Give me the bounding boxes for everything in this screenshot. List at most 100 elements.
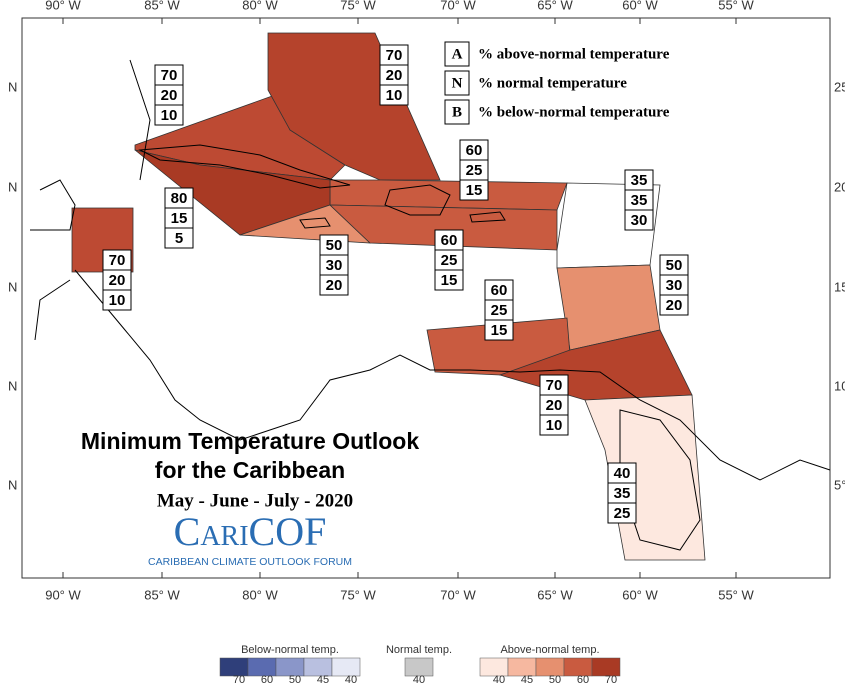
- scale-tick: 50: [289, 674, 301, 684]
- probability-box: [659, 294, 689, 316]
- probability-value: 35: [614, 485, 631, 502]
- outlook-region: [584, 394, 706, 561]
- lon-label-bottom: 70° W: [440, 587, 476, 602]
- probability-box: [154, 104, 184, 126]
- title: Minimum Temperature Outlook: [81, 428, 419, 454]
- coastlines: [30, 59, 831, 551]
- lon-label-top: 55° W: [718, 0, 754, 12]
- lat-label-right: 5°: [834, 477, 845, 492]
- probability-value: 15: [171, 210, 188, 227]
- probability-box: [379, 84, 409, 106]
- probability-value: 70: [546, 377, 563, 394]
- probability-value: 25: [614, 505, 631, 522]
- probability-value: 15: [441, 272, 458, 289]
- scale-swatch: [331, 657, 361, 677]
- scale-tick: 70: [233, 674, 245, 684]
- scale-swatch: [591, 657, 621, 677]
- probability-value: 25: [441, 252, 458, 269]
- probability-value: 35: [631, 192, 648, 209]
- probability-value: 50: [326, 237, 343, 254]
- probability-value: 60: [441, 232, 458, 249]
- probability-value: 60: [466, 142, 483, 159]
- legend-key-box: [444, 41, 470, 67]
- legend-text: % normal temperature: [478, 75, 627, 91]
- legend-key-box: [444, 99, 470, 125]
- scale-label: Normal temp.: [386, 644, 452, 656]
- probability-value: 30: [631, 212, 648, 229]
- lon-label-top: 60° W: [622, 0, 658, 12]
- lon-label-bottom: 90° W: [45, 587, 81, 602]
- probability-value: 5: [175, 230, 183, 247]
- probability-box: [319, 274, 349, 296]
- probability-value: 30: [326, 257, 343, 274]
- probability-value: 15: [491, 322, 508, 339]
- probability-box: [434, 269, 464, 291]
- scale-tick: 60: [577, 674, 589, 684]
- probability-value: 15: [466, 182, 483, 199]
- probability-value: 20: [666, 297, 683, 314]
- lon-label-bottom: 60° W: [622, 587, 658, 602]
- probability-box: [164, 227, 194, 249]
- lon-label-bottom: 55° W: [718, 587, 754, 602]
- lon-label-bottom: 75° W: [340, 587, 376, 602]
- logo-name: CariCOF: [174, 509, 327, 554]
- logo-tagline: CARIBBEAN CLIMATE OUTLOOK FORUM: [148, 556, 352, 568]
- lat-label-left: N: [8, 477, 17, 492]
- probability-value: 70: [386, 47, 403, 64]
- probability-box: [539, 414, 569, 436]
- probability-value: 20: [386, 67, 403, 84]
- scale-tick: 70: [605, 674, 617, 684]
- probability-value: 35: [631, 172, 648, 189]
- lon-label-top: 80° W: [242, 0, 278, 12]
- probability-value: 20: [326, 277, 343, 294]
- lat-label-left: N: [8, 179, 17, 194]
- lon-label-bottom: 85° W: [144, 587, 180, 602]
- scale-tick: 40: [493, 674, 505, 684]
- legend-key: B: [452, 104, 462, 120]
- title: for the Caribbean: [155, 457, 345, 483]
- probability-box: [624, 209, 654, 231]
- probability-value: 30: [666, 277, 683, 294]
- lon-label-top: 65° W: [537, 0, 573, 12]
- legend-key: N: [452, 75, 463, 91]
- scale-label: Below-normal temp.: [241, 644, 339, 656]
- lon-label-top: 85° W: [144, 0, 180, 12]
- probability-value: 40: [614, 465, 631, 482]
- probability-value: 10: [386, 87, 403, 104]
- probability-value: 60: [491, 282, 508, 299]
- lon-label-top: 70° W: [440, 0, 476, 12]
- probability-value: 25: [466, 162, 483, 179]
- legend-text: % above-normal temperature: [478, 46, 670, 62]
- period: May - June - July - 2020: [157, 490, 353, 511]
- probability-value: 80: [171, 190, 188, 207]
- lat-label-right: 10°: [834, 378, 845, 393]
- legend-text: % below-normal temperature: [478, 104, 670, 120]
- probability-value: 25: [491, 302, 508, 319]
- probability-value: 20: [161, 87, 178, 104]
- probability-value: 50: [666, 257, 683, 274]
- lat-label-left: N: [8, 79, 17, 94]
- lon-label-bottom: 80° W: [242, 587, 278, 602]
- lat-label-left: N: [8, 279, 17, 294]
- legend-key: A: [452, 46, 463, 62]
- lon-label-top: 75° W: [340, 0, 376, 12]
- scale-tick: 45: [317, 674, 329, 684]
- scale-tick: 40: [345, 674, 357, 684]
- probability-value: 70: [161, 67, 178, 84]
- scale-tick: 60: [261, 674, 273, 684]
- probability-box: [459, 179, 489, 201]
- probability-value: 10: [546, 417, 563, 434]
- lon-label-bottom: 65° W: [537, 587, 573, 602]
- probability-box: [484, 319, 514, 341]
- probability-value: 20: [546, 397, 563, 414]
- lat-label-right: 15°: [834, 279, 845, 294]
- probability-box: [607, 502, 637, 524]
- scale-tick: 50: [549, 674, 561, 684]
- lon-label-top: 90° W: [45, 0, 81, 12]
- lat-label-right: 20°: [834, 179, 845, 194]
- probability-value: 10: [109, 292, 126, 309]
- scale-tick: 40: [413, 674, 425, 684]
- probability-value: 70: [109, 252, 126, 269]
- scale-tick: 45: [521, 674, 533, 684]
